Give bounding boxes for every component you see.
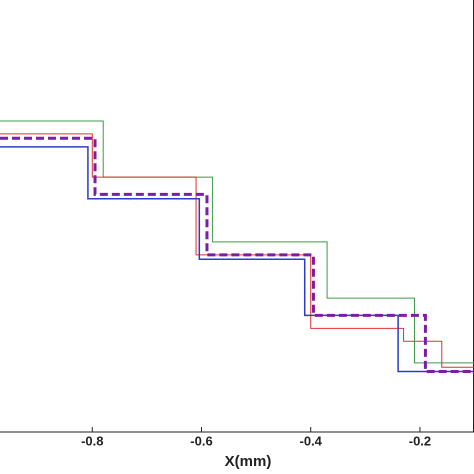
x-tick-label: -0.6 xyxy=(190,433,212,448)
series-line xyxy=(0,133,474,368)
series-line xyxy=(0,136,474,374)
series-line xyxy=(0,146,474,373)
series-line xyxy=(0,120,474,364)
x-tick-label: -0.2 xyxy=(409,433,431,448)
x-axis-label: X(mm) xyxy=(225,453,272,470)
x-tick-label: -0.8 xyxy=(81,433,103,448)
x-tick-label: -0.4 xyxy=(300,433,323,448)
